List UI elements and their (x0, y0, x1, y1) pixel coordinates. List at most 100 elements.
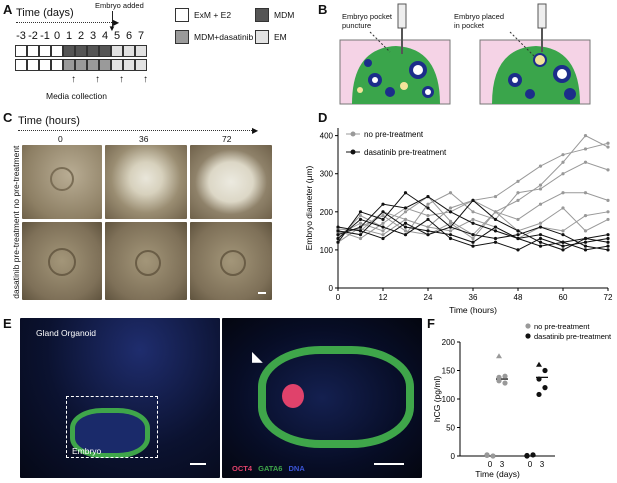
data-point (381, 236, 385, 241)
data-point (448, 206, 453, 210)
timeline-cell (39, 45, 51, 57)
data-point (524, 452, 530, 459)
data-point (583, 240, 588, 244)
panel-label-b: B (318, 2, 328, 17)
data-point (358, 214, 363, 218)
data-point (358, 217, 363, 222)
data-point (403, 229, 408, 233)
data-point (561, 240, 565, 244)
data-point (538, 221, 543, 225)
data-point (536, 361, 542, 367)
time-arrow-head-icon: ▶ (113, 18, 120, 27)
data-point (538, 240, 543, 244)
day-label: 4 (101, 30, 109, 42)
data-point (516, 179, 520, 183)
series-8 (336, 221, 610, 252)
timeline-cell (87, 45, 99, 57)
timeline-cell (99, 45, 111, 57)
data-point (561, 172, 565, 176)
x-tick-label: 36 (469, 293, 478, 302)
scale-bar (258, 292, 266, 294)
data-point (403, 210, 408, 214)
series-10 (336, 210, 610, 252)
data-point (358, 210, 363, 214)
timeline-cell (63, 59, 75, 71)
data-point (538, 236, 543, 241)
left-well (339, 3, 451, 105)
data-point (358, 233, 363, 237)
x-tick-label: 0 (488, 460, 493, 469)
data-point (471, 198, 475, 202)
data-point (426, 206, 430, 210)
embryo-label: Embryo (72, 446, 102, 456)
time-hours-title: Time (hours) (18, 115, 80, 127)
data-point (583, 134, 588, 138)
data-point (606, 198, 610, 202)
legend-marker (525, 333, 531, 339)
timepoint-0: 0 (58, 134, 63, 144)
data-point (583, 248, 588, 252)
data-point (561, 191, 565, 195)
data-point (493, 194, 498, 199)
data-point (538, 183, 543, 187)
stain-oct4: OCT4 (232, 464, 253, 473)
data-point (583, 160, 588, 164)
y-tick-label: 50 (446, 424, 455, 433)
timeline-cell (15, 45, 27, 57)
data-point (502, 380, 508, 386)
day-label: 6 (125, 30, 133, 42)
data-point (381, 210, 385, 214)
data-point (490, 453, 496, 459)
data-point (538, 233, 543, 237)
legend-label: no pre-treatment (534, 322, 590, 331)
y-tick-label: 0 (329, 284, 334, 293)
media-arrow-icon: ↑ (143, 74, 148, 85)
data-point (538, 202, 543, 206)
down-arrow-icon: ▼ (108, 24, 116, 33)
data-point (358, 236, 363, 241)
data-point (471, 217, 475, 222)
data-point (381, 233, 385, 237)
x-tick-label: 60 (559, 293, 568, 302)
data-point (606, 233, 610, 237)
day-label: 5 (113, 30, 121, 42)
timeline-cell (51, 45, 63, 57)
pocket-puncture-caption: Embryo pocket puncture (342, 12, 393, 30)
data-point (493, 217, 498, 222)
time-arrow-line (16, 22, 116, 23)
legend-label: dasatinib pre-treatment (364, 148, 447, 157)
data-point (471, 233, 475, 237)
data-point (426, 217, 430, 222)
timeline-cell (135, 45, 147, 57)
timeline-cell (123, 45, 135, 57)
legend-swatch-exm (175, 8, 189, 22)
x-axis-label: Time (days) (475, 469, 520, 479)
data-point (493, 210, 498, 214)
embryo-placed-caption: Embryo placed in pocket (454, 12, 505, 30)
legend-label-exm: ExM + E2 (194, 10, 232, 20)
data-point (502, 373, 508, 379)
legend-swatch-mdm-dasatinib (175, 30, 189, 44)
panel-label-e: E (3, 316, 12, 331)
embryo-placement-schematic (339, 3, 591, 105)
timeline-cell (111, 59, 123, 71)
data-point (496, 353, 502, 359)
oct4-cells (282, 384, 304, 408)
data-point (381, 202, 385, 206)
data-point (606, 145, 610, 149)
data-point (381, 217, 385, 222)
data-point (583, 147, 588, 151)
panel-label-f: F (427, 316, 435, 331)
data-point (561, 160, 565, 164)
day-label: 2 (77, 30, 85, 42)
data-point (606, 248, 610, 252)
data-point (493, 240, 498, 244)
data-point (426, 233, 430, 237)
data-point (403, 233, 408, 237)
data-point (583, 236, 588, 241)
panel-label-a: A (3, 2, 13, 17)
data-point (536, 376, 542, 382)
data-point (561, 248, 565, 252)
embryo-fluorescence (70, 408, 150, 458)
micrograph-no-pretreatment-72h (190, 145, 272, 219)
